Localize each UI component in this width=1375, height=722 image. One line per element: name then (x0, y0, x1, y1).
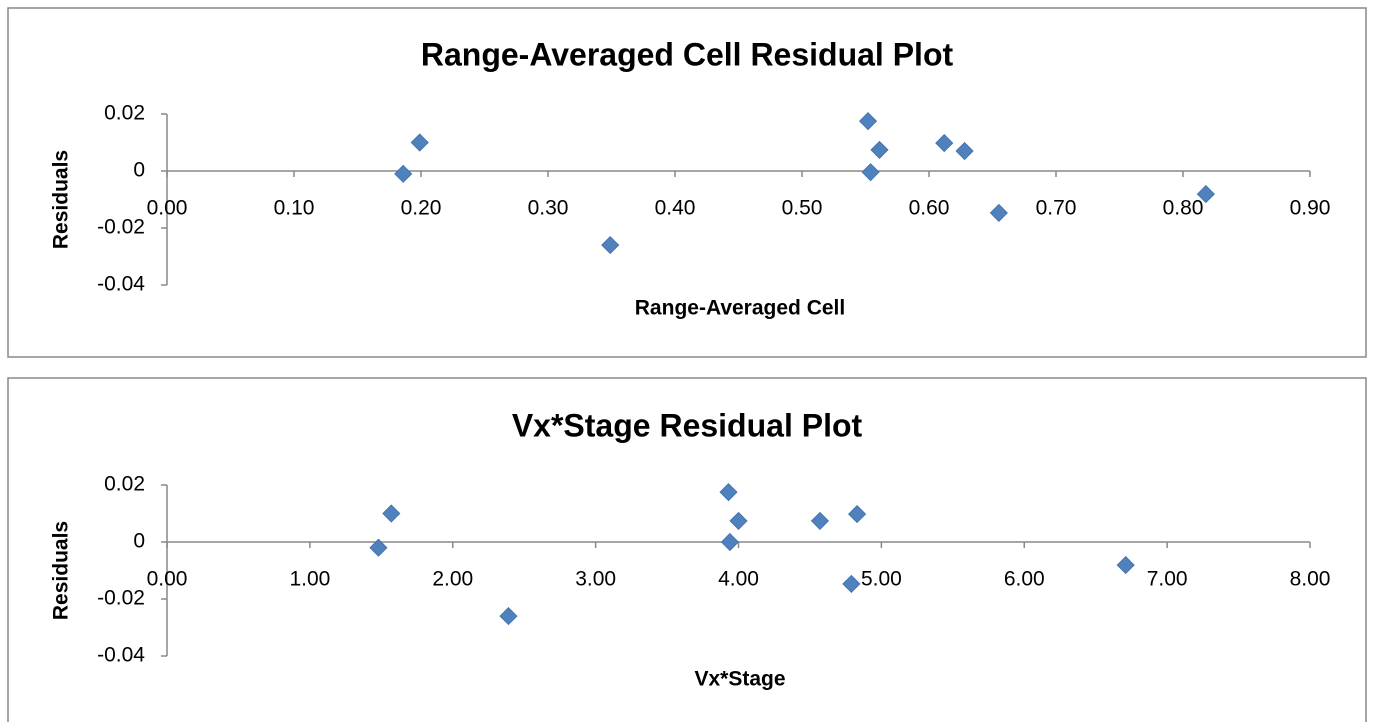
x-tick-label: 0.30 (528, 197, 569, 220)
point (870, 140, 889, 159)
x-tick-label: 0.80 (1163, 197, 1204, 220)
point (382, 504, 401, 523)
point (810, 511, 830, 530)
x-tick-label: 4.00 (718, 568, 759, 591)
point (394, 164, 413, 183)
x-tick-label: 0.00 (147, 568, 188, 591)
x-tick-label: 0.70 (1036, 197, 1077, 220)
point (935, 134, 954, 153)
chart-frame (7, 377, 1367, 722)
y-tick-label: -0.02 (97, 587, 145, 610)
point (720, 532, 739, 552)
point (989, 203, 1008, 222)
y-tick-label: 0 (133, 530, 145, 553)
x-tick-label: 7.00 (1147, 568, 1188, 591)
x-tick-label: 3.00 (575, 568, 616, 591)
x-tick-label: 8.00 (1290, 568, 1331, 591)
y-tick-label: 0.02 (104, 473, 145, 496)
point (848, 505, 867, 524)
point (410, 133, 429, 152)
x-tick-label: 6.00 (1004, 568, 1045, 591)
y-axis-title: Residuals (50, 150, 73, 249)
point (861, 163, 880, 182)
point (842, 574, 861, 593)
y-tick-label: -0.04 (97, 273, 145, 296)
point (1116, 556, 1135, 575)
point (729, 511, 748, 530)
point (858, 112, 878, 131)
x-tick-label: 1.00 (289, 568, 330, 591)
x-tick-label: 0.40 (655, 197, 696, 220)
x-tick-label: 2.00 (432, 568, 473, 591)
x-axis-title: Range-Averaged Cell (635, 297, 845, 320)
point (719, 483, 738, 502)
y-axis-title: Residuals (50, 521, 73, 620)
point (955, 141, 974, 161)
y-tick-label: 0 (133, 159, 145, 182)
point (499, 607, 518, 626)
point (601, 236, 620, 255)
x-tick-label: 0.10 (274, 197, 315, 220)
chart-title: Vx*Stage Residual Plot (512, 407, 863, 443)
point (369, 538, 388, 557)
x-tick-label: 0.90 (1290, 197, 1331, 220)
x-tick-label: 0.60 (909, 197, 950, 220)
x-tick-label: 5.00 (861, 568, 902, 591)
x-tick-label: 0.00 (147, 197, 188, 220)
x-axis-title: Vx*Stage (694, 668, 785, 691)
x-tick-label: 0.20 (401, 197, 442, 220)
y-tick-label: -0.04 (97, 644, 145, 667)
point (1196, 185, 1215, 204)
x-tick-label: 0.50 (782, 197, 823, 220)
chart-frame (7, 7, 1367, 358)
y-tick-label: 0.02 (104, 102, 145, 125)
chart-title: Range-Averaged Cell Residual Plot (421, 36, 954, 72)
y-tick-label: -0.02 (97, 216, 145, 239)
